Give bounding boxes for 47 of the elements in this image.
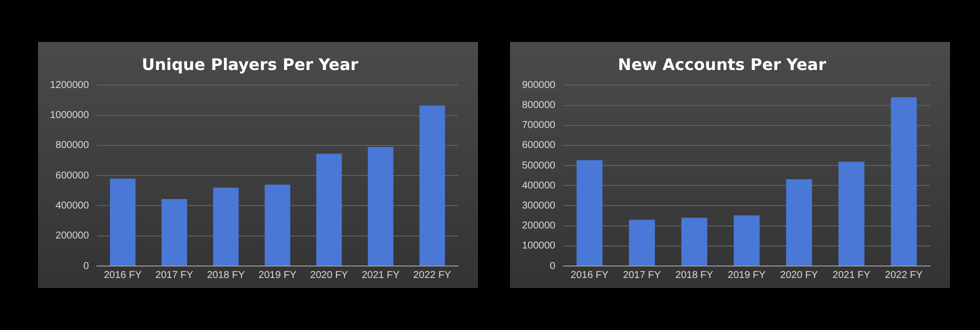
bar xyxy=(628,220,655,266)
bar xyxy=(786,179,812,266)
x-tick-label: 2020 FY xyxy=(780,270,818,281)
bar xyxy=(368,146,394,266)
x-tick-label: 2021 FY xyxy=(832,270,871,281)
bar xyxy=(890,97,917,266)
y-tick-label: 700000 xyxy=(522,120,556,132)
bar xyxy=(110,178,136,266)
x-tick-label: 2021 FY xyxy=(362,270,400,281)
x-tick-label: 2017 FY xyxy=(155,270,194,281)
x-tick-label: 2022 FY xyxy=(413,270,452,281)
y-tick-label: 800000 xyxy=(56,140,90,152)
bar xyxy=(213,188,239,266)
y-tick-label: 0 xyxy=(83,260,90,272)
x-tick-label: 2016 FY xyxy=(570,270,609,281)
y-tick-label: 400000 xyxy=(56,200,90,212)
y-tick-label: 100000 xyxy=(522,240,556,252)
bar xyxy=(681,218,708,266)
y-tick-label: 200000 xyxy=(522,220,556,232)
y-tick-label: 1200000 xyxy=(50,80,90,91)
y-tick-label: 400000 xyxy=(522,180,556,192)
y-tick-label: 600000 xyxy=(56,170,90,182)
x-tick-label: 2016 FY xyxy=(104,270,142,281)
x-tick-label: 2017 FY xyxy=(623,270,662,281)
bar xyxy=(419,106,445,266)
bar xyxy=(162,198,188,266)
y-tick-label: 1000000 xyxy=(50,110,90,122)
x-tick-label: 2022 FY xyxy=(884,270,924,281)
y-tick-label: 200000 xyxy=(56,230,90,242)
y-tick-label: 800000 xyxy=(522,100,556,112)
y-tick-label: 600000 xyxy=(522,140,556,152)
bar xyxy=(838,162,864,266)
y-tick-label: 300000 xyxy=(522,200,556,212)
chart-title: Unique Players Per Year xyxy=(142,54,358,74)
bar xyxy=(316,154,342,266)
x-tick-label: 2019 FY xyxy=(728,270,766,281)
bar xyxy=(734,215,760,266)
bar xyxy=(576,160,603,266)
x-tick-label: 2018 FY xyxy=(206,270,246,281)
x-tick-label: 2018 FY xyxy=(675,270,714,281)
y-tick-label: 500000 xyxy=(522,160,556,172)
y-tick-label: 900000 xyxy=(522,80,556,91)
x-tick-label: 2019 FY xyxy=(258,270,297,281)
y-tick-label: 0 xyxy=(550,260,556,272)
x-tick-label: 2020 FY xyxy=(310,270,348,281)
bar xyxy=(264,184,290,266)
chart-title: New Accounts Per Year xyxy=(618,54,826,74)
